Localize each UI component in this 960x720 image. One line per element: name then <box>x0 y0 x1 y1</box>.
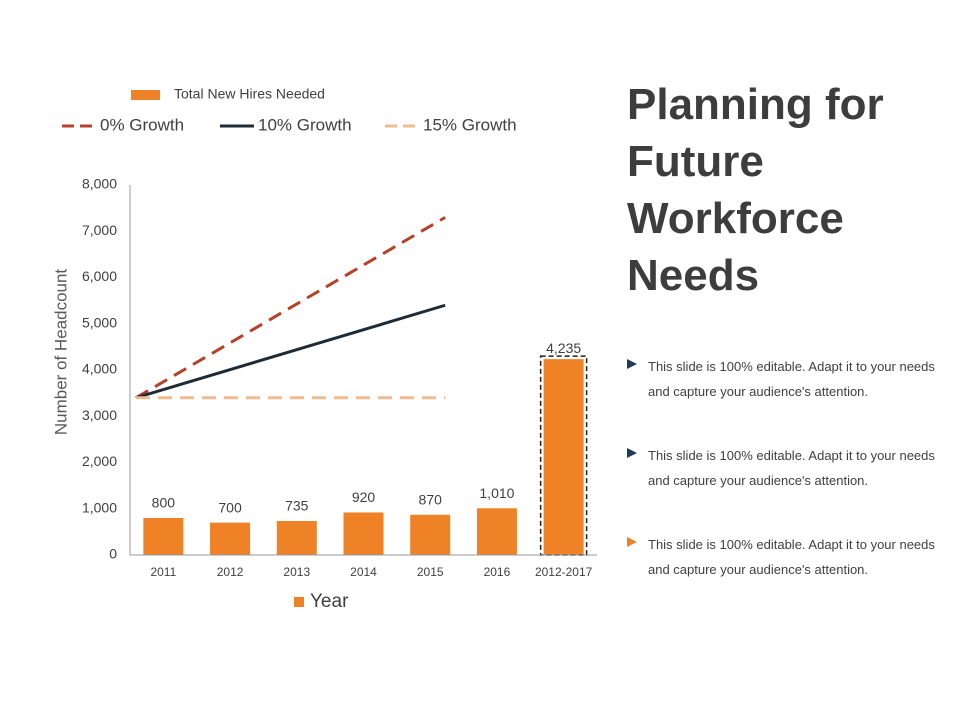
triangle-bullet-icon <box>627 448 637 458</box>
y-tick-label: 8,000 <box>82 176 117 192</box>
x-tick-label: 2013 <box>283 565 310 579</box>
bar <box>343 512 384 555</box>
x-tick-label: 2015 <box>417 565 444 579</box>
x-axis-label: Year <box>310 591 349 612</box>
bar <box>276 521 317 555</box>
triangle-bullet-icon <box>627 537 637 547</box>
y-tick-label: 3,000 <box>82 407 117 423</box>
bars-group: 800 700 735 920 870 1,010 4,235 <box>143 340 588 556</box>
x-tick-label: 2016 <box>484 565 511 579</box>
y-tick-label: 7,000 <box>82 222 117 238</box>
x-tick-label: 2014 <box>350 565 377 579</box>
bar <box>476 508 517 555</box>
bullet-list: This slide is 100% editable. Adapt it to… <box>624 354 944 621</box>
y-axis-label: Number of Headcount <box>51 269 70 436</box>
y-tick-label: 0 <box>109 546 117 562</box>
x-legend-swatch <box>294 597 304 607</box>
bar <box>410 514 451 555</box>
legend-label: Total New Hires Needed <box>174 86 325 102</box>
legend-label: 10% Growth <box>258 115 352 134</box>
x-tick-label: 2012-2017 <box>535 565 593 579</box>
growth-line <box>135 216 446 400</box>
legend-label: 0% Growth <box>100 115 184 134</box>
title-line: Needs <box>627 251 760 300</box>
growth-line <box>135 303 446 400</box>
bullet-text: This slide is 100% editable. Adapt it to… <box>648 359 935 399</box>
y-tick-label: 5,000 <box>82 314 117 330</box>
bar <box>543 359 584 555</box>
x-tick-label: 2012 <box>217 565 244 579</box>
x-tick-label: 2011 <box>150 565 176 579</box>
page-title: Planning for Future Workforce Needs <box>627 76 947 304</box>
bar-value-label: 700 <box>218 499 242 515</box>
bar-value-label: 1,010 <box>479 485 514 501</box>
bar <box>143 518 184 555</box>
bar-value-label: 800 <box>152 495 176 511</box>
y-tick-label: 6,000 <box>82 268 117 284</box>
y-axis: 0 1,000 2,000 3,000 4,000 5,000 6,000 7,000 8,00… <box>51 176 131 562</box>
y-tick-label: 4,000 <box>82 361 117 377</box>
growth-lines-group <box>135 216 446 400</box>
bar-value-label: 735 <box>285 498 309 514</box>
bar-value-label: 4,235 <box>546 340 581 356</box>
title-line: Planning for <box>627 80 884 129</box>
chart-legend: Total New Hires Needed 0% Growth 10% Growt… <box>62 86 517 134</box>
bullet-item: This slide is 100% editable. Adapt it to… <box>624 443 944 532</box>
title-line: Workforce <box>627 194 844 243</box>
bullet-item: This slide is 100% editable. Adapt it to… <box>624 532 944 621</box>
triangle-bullet-icon <box>627 359 637 369</box>
bar-value-label: 920 <box>352 489 376 505</box>
bar <box>210 522 251 555</box>
y-tick-label: 1,000 <box>82 499 117 515</box>
title-line: Future <box>627 137 764 186</box>
x-axis: 2011 2012 2013 2014 2015 2016 2012-2017 Year <box>130 554 597 612</box>
y-tick-label: 2,000 <box>82 453 117 469</box>
bullet-text: This slide is 100% editable. Adapt it to… <box>648 448 935 488</box>
bullet-text: This slide is 100% editable. Adapt it to… <box>648 537 935 577</box>
legend-bar-swatch <box>131 90 160 100</box>
bullet-item: This slide is 100% editable. Adapt it to… <box>624 354 944 443</box>
legend-label: 15% Growth <box>423 115 517 134</box>
bar-value-label: 870 <box>419 491 443 507</box>
